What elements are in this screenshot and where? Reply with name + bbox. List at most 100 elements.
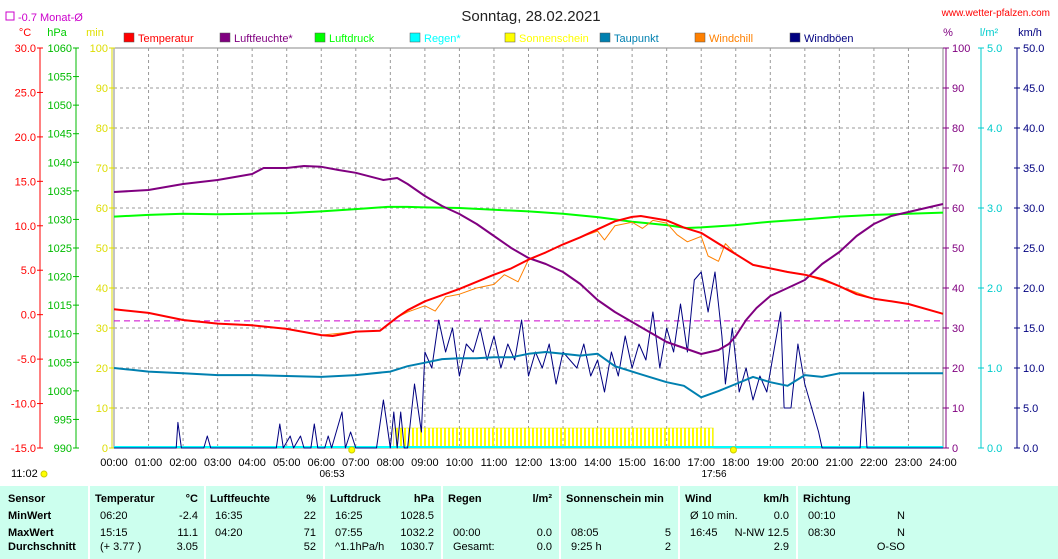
stats-time: ^1.1hPa/h <box>335 541 385 553</box>
legend-swatch-icon <box>789 32 801 43</box>
stats-row-label: MinWert <box>8 510 52 522</box>
stats-separator <box>441 486 443 559</box>
sunshine-tick-label: 20 <box>96 363 108 375</box>
sunrise-time: 06:53 <box>319 469 344 480</box>
unit-humidity: % <box>943 27 953 39</box>
stats-value: 11.1 <box>177 527 198 539</box>
x-tick-label: 09:00 <box>411 457 439 469</box>
x-tick-label: 03:00 <box>204 457 232 469</box>
humidity-tick-label: 100 <box>952 43 970 55</box>
unit-wind: km/h <box>1018 27 1042 39</box>
legend-swatch-icon <box>219 32 231 43</box>
legend-swatch-icon <box>314 32 326 43</box>
stats-value: 0.0 <box>773 510 789 522</box>
chart-plot-area <box>40 165 944 478</box>
stats-separator <box>678 486 680 559</box>
humidity-tick-label: 10 <box>952 403 964 415</box>
legend-label: Luftfeuchte* <box>234 33 293 45</box>
weather-chart: 00:00 01:00 02:00 03:00 04:00 05:00 06:00 07:00… <box>5 8 1050 480</box>
x-tick-label: 14:00 <box>584 457 612 469</box>
temp-tick-label: 0.0 <box>21 310 36 322</box>
pressure-tick-label: 1015 <box>48 300 72 312</box>
sun-icon <box>40 470 48 478</box>
sunshine-tick-label: 0 <box>102 443 108 455</box>
x-tick-label: 06:00 <box>307 457 335 469</box>
stats-time: 00:10 <box>808 510 836 522</box>
rain-tick-label: 4.0 <box>987 123 1002 135</box>
x-tick-label: 00:00 <box>100 457 128 469</box>
humidity-tick-label: 40 <box>952 283 964 295</box>
humidity-tick-label: 90 <box>952 83 964 95</box>
pressure-tick-label: 990 <box>54 443 72 455</box>
stats-value: 2 <box>664 541 671 553</box>
stats-table: Sensor MinWert MaxWert Durchschnitt Temperat… <box>0 486 1058 559</box>
pressure-tick-label: 1055 <box>48 72 72 84</box>
stats-time: 15:15 <box>100 527 128 539</box>
x-tick-label: 07:00 <box>342 457 370 469</box>
legend-swatch-icon <box>599 32 611 43</box>
stats-col-title: Wind <box>685 493 712 505</box>
pressure-tick-label: 1060 <box>48 43 72 55</box>
rain-tick-label: 5.0 <box>987 43 1002 55</box>
stats-time: 06:20 <box>100 510 128 522</box>
temp-tick-label: -10.0 <box>11 399 36 411</box>
stats-col-unit: l/m² <box>532 493 552 505</box>
stats-value: 1032.2 <box>400 527 434 539</box>
legend-swatch-icon <box>409 32 421 43</box>
unit-temp: °C <box>19 27 31 39</box>
legend-swatch-icon <box>504 32 516 43</box>
temp-tick-label: 15.0 <box>15 176 36 188</box>
legend-label: Luftdruck <box>329 33 375 45</box>
series-taupunkt <box>113 351 943 399</box>
temp-tick-label: 10.0 <box>15 221 36 233</box>
stats-time: 9:25 h <box>571 541 602 553</box>
site-link[interactable]: www.wetter-pfalzen.com <box>941 8 1050 19</box>
x-tick-label: 02:00 <box>169 457 197 469</box>
pressure-tick-label: 995 <box>54 414 72 426</box>
pressure-tick-label: 1005 <box>48 357 72 369</box>
series-temperatur <box>113 215 944 337</box>
stats-value: 0.0 <box>536 527 552 539</box>
monthly-avg-marker-icon <box>5 11 15 21</box>
wind-tick-label: 15.0 <box>1023 323 1044 335</box>
x-tick-label: 08:00 <box>377 457 405 469</box>
pressure-tick-label: 1045 <box>48 129 72 141</box>
x-tick-label: 24:00 <box>929 457 957 469</box>
rain-tick-label: 2.0 <box>987 283 1002 295</box>
x-tick-label: 23:00 <box>895 457 923 469</box>
stats-col-title: Luftfeuchte <box>210 493 270 505</box>
stats-value: 71 <box>303 527 316 539</box>
wind-tick-label: 20.0 <box>1023 283 1044 295</box>
temp-tick-label: 5.0 <box>21 265 36 277</box>
sunshine-tick-label: 80 <box>96 123 108 135</box>
x-tick-label: 11:00 <box>481 457 508 469</box>
stats-time: Ø 10 min. <box>690 510 738 522</box>
legend-label: Regen* <box>424 33 461 45</box>
humidity-tick-label: 60 <box>952 203 964 215</box>
wind-tick-label: 5.0 <box>1023 403 1038 415</box>
wind-tick-label: 40.0 <box>1023 123 1044 135</box>
time-label: 11:02 <box>11 468 38 480</box>
sunshine-tick-label: 60 <box>96 203 108 215</box>
stats-row-label: MaxWert <box>8 527 54 539</box>
stats-value: O-SO <box>876 541 905 553</box>
stats-value: 1030.7 <box>400 541 434 553</box>
stats-value: N <box>897 527 905 539</box>
temp-tick-label: 30.0 <box>15 43 36 55</box>
humidity-tick-label: 20 <box>952 363 964 375</box>
chart-legend: Temperatur Luftfeuchte* Luftdruck Regen* Son… <box>123 32 854 45</box>
series-luftfeuchte <box>113 165 944 355</box>
stats-col-unit: °C <box>185 493 198 505</box>
x-tick-label: 04:00 <box>238 457 266 469</box>
pressure-tick-label: 1050 <box>48 100 72 112</box>
stats-value: 3.05 <box>176 541 198 553</box>
legend-label: Windchill <box>709 33 753 45</box>
pressure-tick-label: 1010 <box>48 329 72 341</box>
sunshine-tick-label: 40 <box>96 283 108 295</box>
unit-rain: l/m² <box>980 27 999 39</box>
stats-time: (+ 3.77 ) <box>100 541 142 553</box>
stats-row-label: Durchschnitt <box>8 541 76 553</box>
wind-tick-label: 0.0 <box>1023 443 1038 455</box>
unit-sunshine: min <box>86 27 104 39</box>
stats-time: 00:00 <box>453 527 481 539</box>
